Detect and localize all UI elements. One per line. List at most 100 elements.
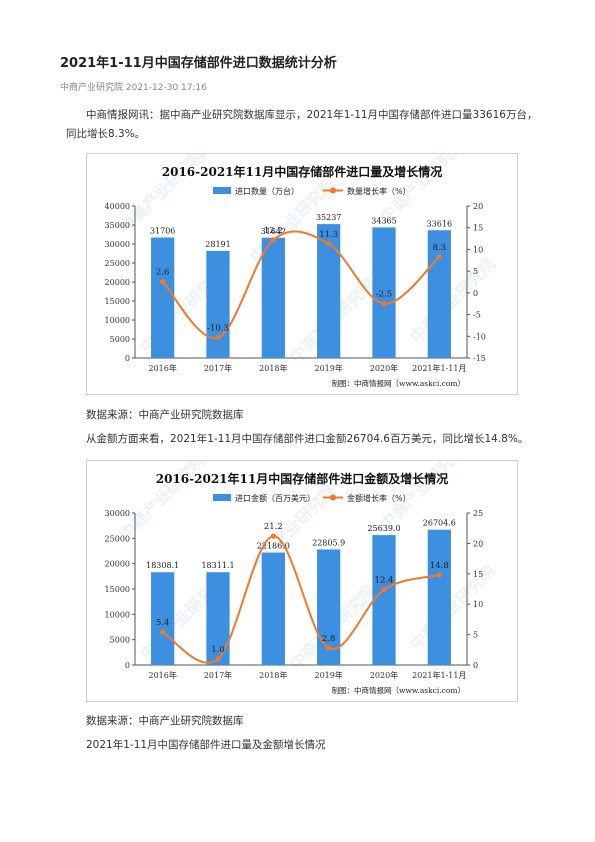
growth-point [270,533,276,539]
x-tick-label: 2018年 [259,670,287,680]
bar [427,529,451,665]
bar [372,227,396,358]
bar-value-label: 33616 [427,219,452,228]
watermark-5: 中商产业研究院 [406,561,499,654]
left-tick-label: 10000 [105,316,130,325]
x-tick-label: 2019年 [314,363,342,373]
right-tick-label: -10 [473,332,486,341]
bar [261,237,285,358]
bar-value-label: 25639.0 [367,524,400,533]
bar-value-label: 18308.1 [146,561,179,570]
legend-line-marker [330,494,336,501]
left-tick-label: 20000 [105,560,130,569]
x-tick-label: 2016年 [148,670,176,680]
growth-value-label: 2.6 [156,268,170,278]
bar [151,237,175,358]
left-tick-label: 0 [125,661,130,670]
right-tick-label: 5 [473,267,478,276]
x-tick-label: 2016年 [148,363,176,373]
quantity-chart: 中商产业研究院中商产业研究院中商产业研究院中商产业研究院中商产业研究院中商产业研… [86,153,518,395]
quantity-chart-svg: 中商产业研究院中商产业研究院中商产业研究院中商产业研究院中商产业研究院中商产业研… [105,154,499,388]
x-tick-label: 2020年 [370,670,398,680]
right-tick-label: 20 [473,539,483,548]
bar-value-label: 22186.0 [257,542,290,551]
bar-value-label: 31706 [150,227,175,236]
growth-value-label: 11.3 [319,230,338,240]
growth-value-label: 12.4 [375,576,394,586]
left-tick-label: 25000 [105,259,130,268]
right-tick-label: 20 [473,202,483,211]
bar-value-label: 35237 [316,213,341,222]
growth-point [381,587,387,593]
bar [206,572,230,665]
x-tick-label: 2017年 [204,670,232,680]
left-tick-label: 40000 [105,202,130,211]
growth-point [270,237,276,243]
chart-title: 2016-2021年11月中国存储部件进口量及增长情况 [162,164,442,179]
legend-line-marker [330,187,336,194]
bar-value-label: 34365 [371,216,396,225]
left-tick-label: 15000 [105,297,130,306]
growth-value-label: 8.3 [433,243,447,253]
growth-point [436,572,442,578]
left-tick-label: 0 [125,354,130,363]
bar-value-label: 28191 [205,240,230,249]
growth-point [436,254,442,260]
bar-value-label: 26704.6 [423,519,456,528]
bar [261,552,285,665]
bar-value-label: 18311.1 [201,561,234,570]
growth-value-label: 2.8 [322,634,336,644]
chart-credit: 制图：中商情报网（www.askci.com） [332,685,465,695]
source-note-2: 数据来源：中商产业研究院数据库 [86,715,244,727]
bar [317,549,341,665]
left-tick-label: 5000 [110,335,130,344]
growth-value-label: 21.2 [264,522,283,532]
amount-chart: 中商产业研究院中商产业研究院中商产业研究院中商产业研究院中商产业研究院中商产业研… [86,460,518,702]
right-tick-label: -5 [473,311,481,320]
growth-point [160,278,166,285]
left-tick-label: 15000 [105,585,130,594]
x-tick-label: 2019年 [314,670,342,680]
right-tick-label: 10 [473,600,483,609]
chart-title: 2016-2021年11月中国存储部件进口金额及增长情况 [156,471,448,486]
growth-value-label: 12.2 [264,226,283,236]
x-tick-label: 2018年 [259,363,287,373]
left-tick-label: 25000 [105,534,130,543]
left-tick-label: 30000 [105,509,130,518]
growth-point [215,334,221,341]
growth-value-label: 1.0 [211,645,225,655]
growth-value-label: -2.5 [376,290,392,300]
right-tick-label: 10 [473,245,483,254]
amount-chart-svg: 中商产业研究院中商产业研究院中商产业研究院中商产业研究院中商产业研究院中商产业研… [105,461,499,695]
left-tick-label: 10000 [105,610,130,619]
right-tick-label: 0 [473,289,478,298]
right-tick-label: 15 [473,224,483,233]
right-tick-label: 0 [473,661,478,670]
growth-point [326,645,332,651]
bar [206,250,230,358]
amount-paragraph: 从金额方面来看，2021年1-11月中国存储部件进口金额26704.6百万美元，… [86,433,529,445]
legend-bar-label: 进口数量（万台） [235,186,299,196]
left-tick-label: 20000 [105,278,130,287]
legend-bar-label: 进口金额（百万美元） [235,493,315,503]
growth-point [160,629,166,635]
growth-value-label: -10.3 [207,324,229,334]
legend-bar-swatch [213,494,231,501]
growth-point [381,301,387,307]
x-tick-label: 2017年 [204,363,232,373]
x-tick-label: 2021年1-11月 [412,363,466,373]
left-tick-label: 35000 [105,221,130,230]
x-tick-label: 2020年 [370,363,398,373]
x-tick-label: 2021年1-11月 [412,670,466,680]
bar-value-label: 22805.9 [312,538,345,547]
legend-line-label: 金额增长率（%） [347,493,411,503]
bar [317,224,341,358]
bar [372,535,396,665]
legend-line-label: 数量增长率（%） [347,186,411,196]
left-tick-label: 30000 [105,240,130,249]
growth-value-label: 14.8 [430,561,449,571]
article-meta: 中商产业研究院 2021-12-30 17:16 [60,83,207,93]
bar-value-label: 31642 [261,227,286,236]
growth-value-label: 5.4 [156,618,170,628]
article-title: 2021年1-11月中国存储部件进口数据统计分析 [60,56,337,71]
